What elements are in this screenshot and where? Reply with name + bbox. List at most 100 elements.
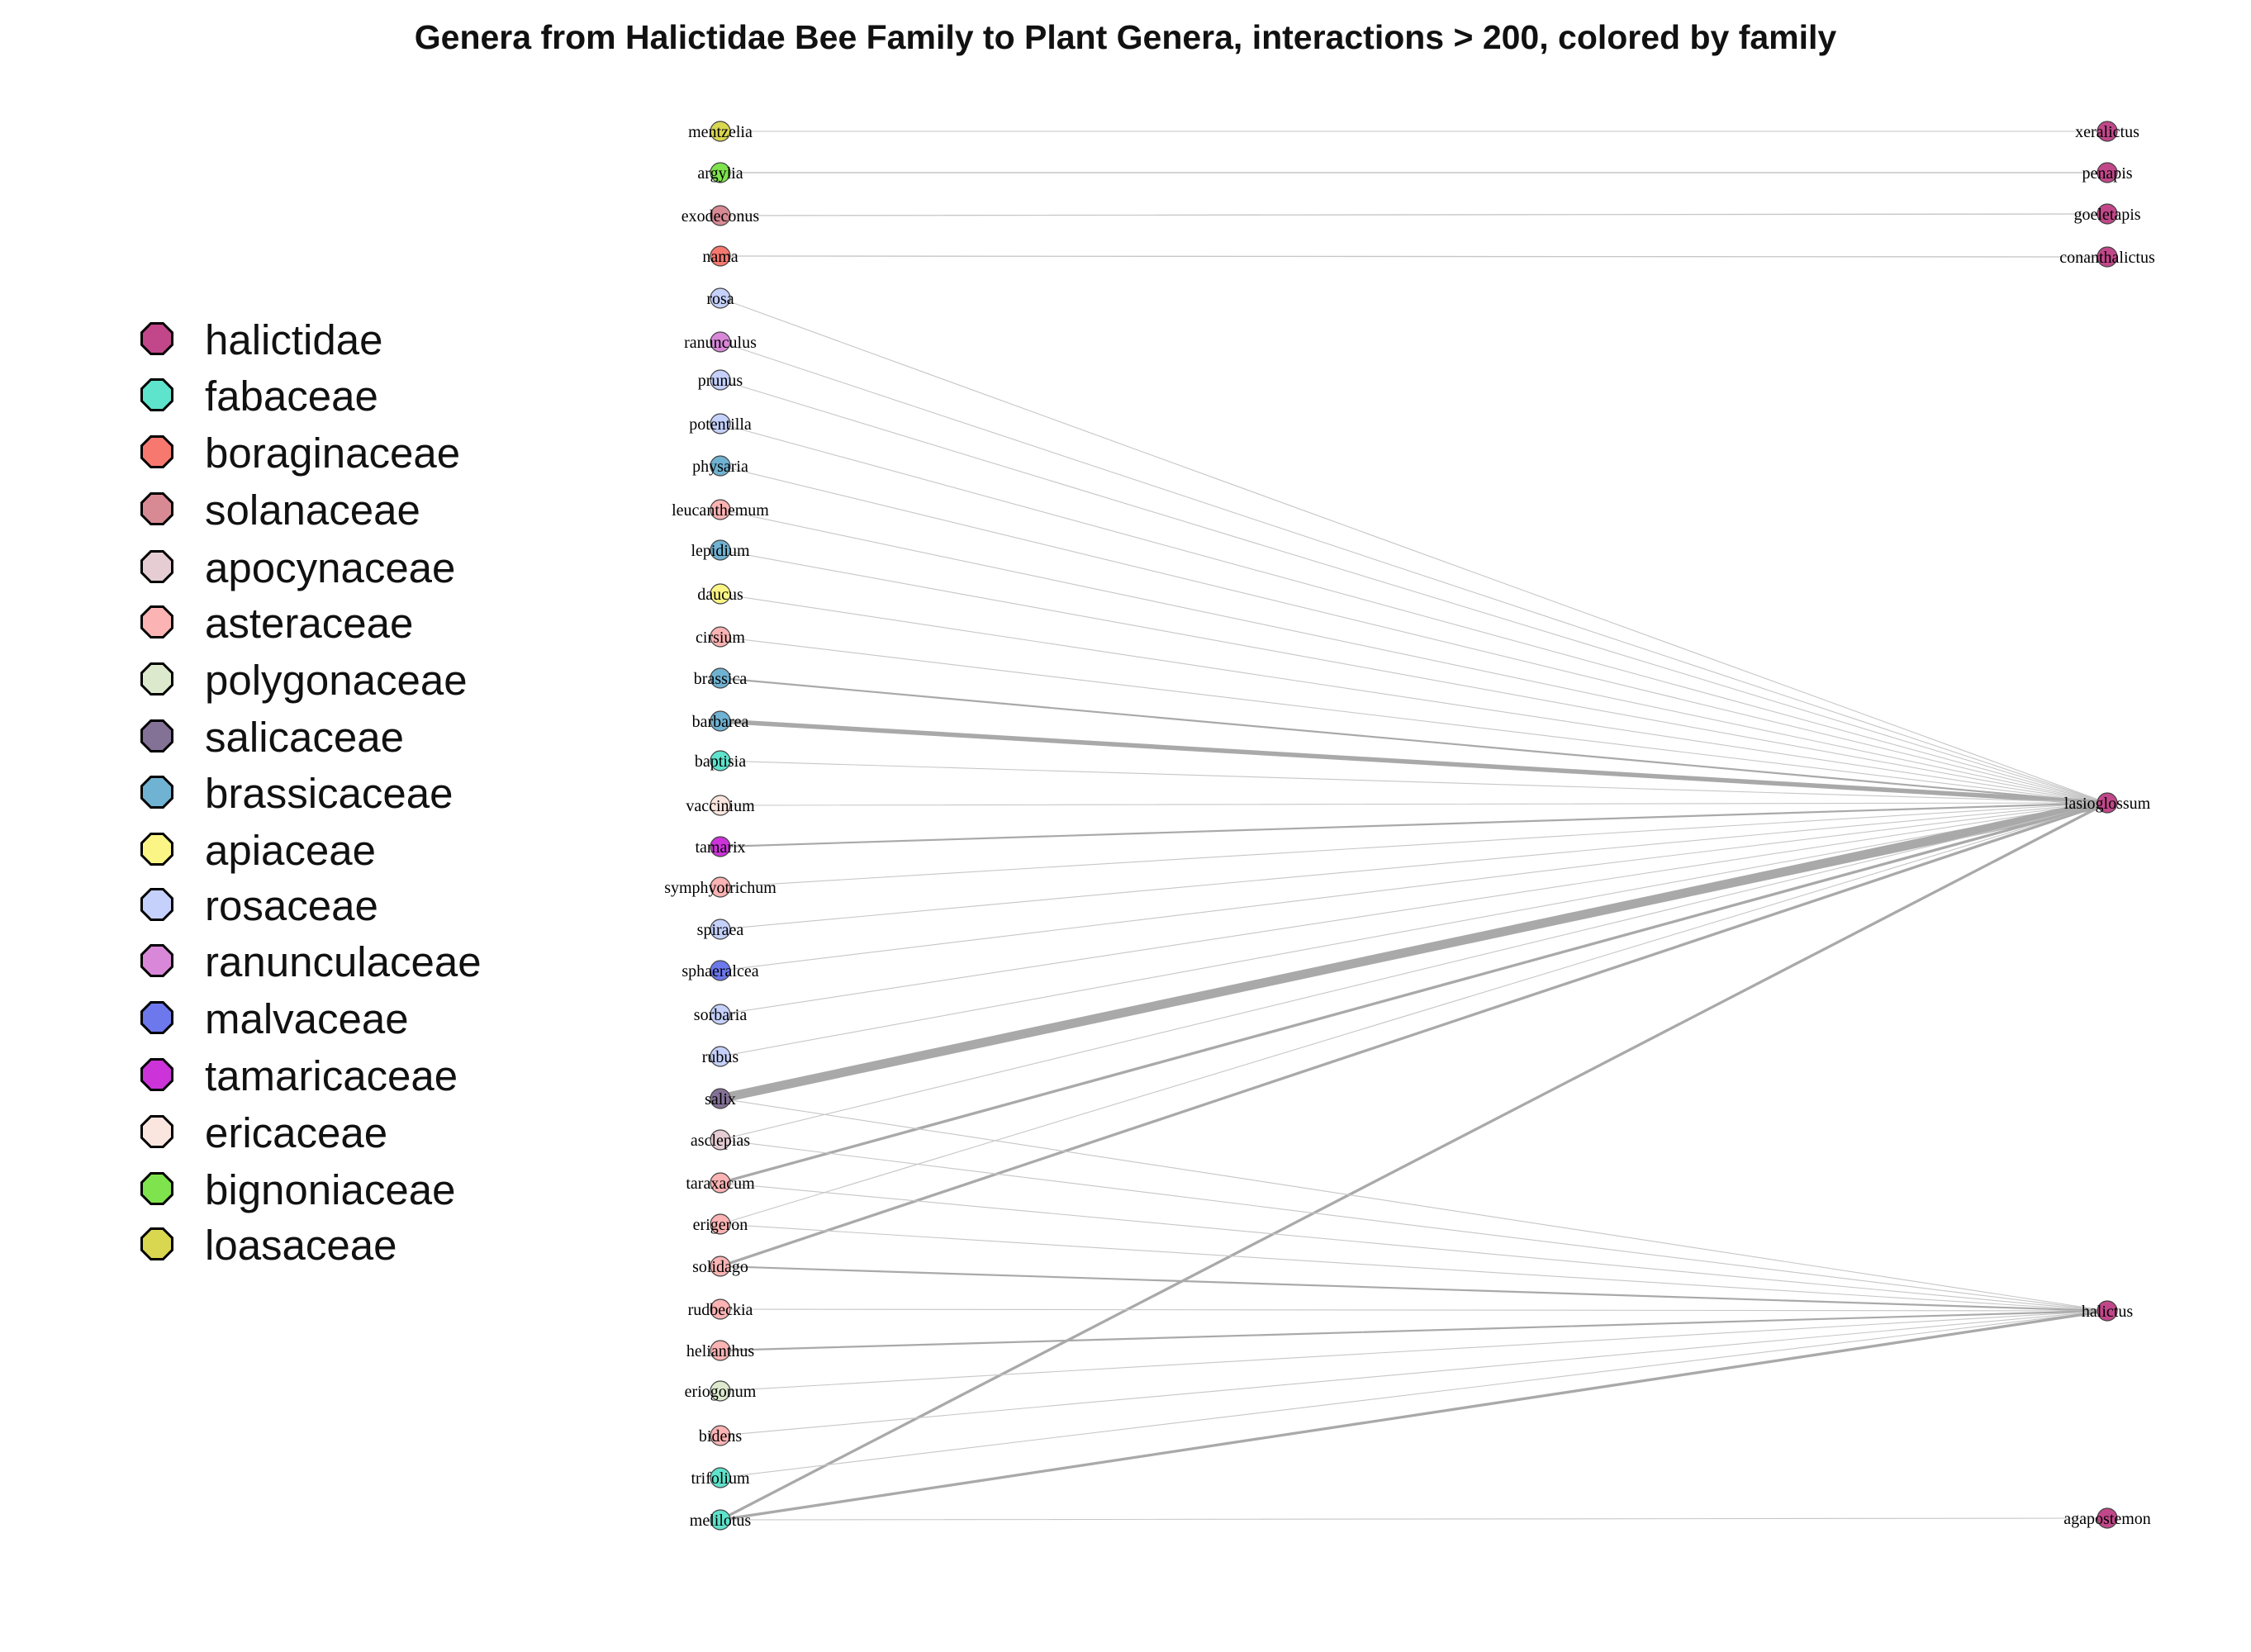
legend-swatch-salicaceae [140,719,173,752]
node-marker-erigeron [710,1213,731,1235]
legend-label-tamaricaceae: tamaricaceae [205,1052,458,1099]
node-label-salix: salix [705,1090,736,1108]
node-marker-ranunculus [710,331,731,353]
legend-swatch-apocynaceae [140,550,173,583]
node-label-agapostemon: agapostemon [2063,1510,2151,1528]
node-sphaeralcea: sphaeralcea [681,960,759,981]
node-marker-solidago [710,1256,731,1277]
node-label-tamarix: tamarix [695,838,745,857]
edge-daucus-lasioglossum [719,593,2108,804]
edge-nama-conanthalictus [719,255,2108,258]
node-label-lepidium: lepidium [691,542,750,560]
node-marker-vaccinium [710,795,731,816]
edge-rosa-lasioglossum [719,297,2108,804]
edge-spiraea-lasioglossum [719,802,2108,930]
node-label-physaria: physaria [692,458,748,476]
node-vaccinium: vaccinium [686,795,755,816]
node-marker-argylia [710,162,731,183]
edge-lepidium-lasioglossum [719,549,2108,804]
node-marker-exodeconus [710,205,731,226]
legend: halictidae fabaceae boraginaceae solanaceae… [0,0,578,1322]
legend-swatch-tamaricaceae [140,1058,173,1091]
node-marker-halictus [2097,1300,2118,1322]
node-barbarea: barbarea [692,710,749,732]
node-bidens: bidens [699,1425,742,1446]
node-taraxacum: taraxacum [686,1172,755,1194]
legend-swatch-polygonaceae [140,662,173,695]
node-label-erigeron: erigeron [693,1216,748,1234]
node-marker-potentilla [710,413,731,434]
node-marker-daucus [710,583,731,605]
edge-physaria-lasioglossum [719,465,2108,804]
node-label-spiraea: spiraea [697,921,744,939]
edge-solidago-halictus [719,1265,2109,1313]
node-marker-leucanthemum [710,499,731,520]
node-marker-mentzelia [710,121,731,142]
node-label-taraxacum: taraxacum [686,1175,755,1193]
node-baptisia: baptisia [695,750,746,771]
node-label-exodeconus: exodeconus [681,207,760,225]
node-label-daucus: daucus [697,586,743,604]
node-marker-symphyotrichum [710,876,731,898]
node-lepidium: lepidium [691,539,750,561]
edge-melilotus-halictus [719,1309,2109,1521]
legend-label-solanaceae: solanaceae [205,487,420,534]
node-xeralictus: xeralictus [2075,121,2139,142]
edge-exodeconus-goeletapis [719,213,2108,216]
legend-label-ericaceae: ericaceae [205,1109,388,1156]
node-marker-eriogonum [710,1380,731,1402]
node-label-rosa: rosa [706,290,734,308]
edge-sphaeralcea-lasioglossum [719,802,2108,971]
node-label-baptisia: baptisia [695,752,746,771]
node-brassica: brassica [694,667,747,689]
legend-swatch-loasaceae [140,1227,173,1260]
node-goeletapis: goeletapis [2073,203,2141,225]
node-penapis: penapis [2082,162,2133,183]
edge-tamarix-lasioglossum [719,801,2109,848]
node-marker-physaria [710,455,731,477]
node-label-helianthus: helianthus [686,1342,754,1360]
node-cirsium: cirsium [696,626,745,648]
node-label-penapis: penapis [2082,164,2132,183]
node-label-rubus: rubus [702,1048,739,1066]
edge-melilotus-agapostemon [719,1517,2108,1521]
node-marker-sorbaria [710,1004,731,1025]
edge-trifolium-halictus [719,1310,2108,1479]
node-label-asclepias: asclepias [691,1132,750,1150]
node-label-xeralictus: xeralictus [2075,123,2139,141]
edge-cirsium-lasioglossum [719,636,2108,804]
legend-swatch-ranunculaceae [140,944,173,977]
edge-taraxacum-halictus [719,1182,2108,1312]
legend-swatch-boraginaceae [140,435,173,468]
edge-bidens-halictus [719,1310,2108,1436]
edge-sorbaria-lasioglossum [719,802,2108,1015]
node-marker-xeralictus [2097,121,2118,142]
legend-swatch-ericaceae [140,1115,173,1148]
node-marker-helianthus [710,1340,731,1361]
node-leucanthemum: leucanthemum [672,499,769,520]
legend-swatch-fabaceae [140,378,173,411]
node-marker-trifolium [710,1467,731,1488]
node-marker-lepidium [710,539,731,561]
node-asclepias: asclepias [691,1129,750,1151]
node-exodeconus: exodeconus [681,205,760,226]
node-tamarix: tamarix [695,836,746,857]
node-label-solidago: solidago [692,1258,748,1276]
node-label-nama: nama [702,248,738,266]
node-label-goeletapis: goeletapis [2073,206,2140,224]
edge-rudbeckia-halictus [719,1308,2108,1312]
node-helianthus: helianthus [686,1340,754,1361]
node-ranunculus: ranunculus [684,331,757,353]
node-marker-agapostemon [2097,1507,2118,1529]
edge-barbarea-lasioglossum [718,719,2110,805]
node-daucus: daucus [697,583,743,605]
edge-symphyotrichum-lasioglossum [719,802,2108,888]
legend-label-polygonaceae: polygonaceae [205,657,468,704]
node-marker-melilotus [710,1509,731,1531]
legend-label-rosaceae: rosaceae [205,882,378,929]
node-marker-rubus [710,1046,731,1067]
node-label-argylia: argylia [697,164,743,183]
legend-swatch-apiaceae [140,833,173,866]
node-marker-baptisia [710,750,731,771]
node-marker-salix [710,1088,731,1109]
